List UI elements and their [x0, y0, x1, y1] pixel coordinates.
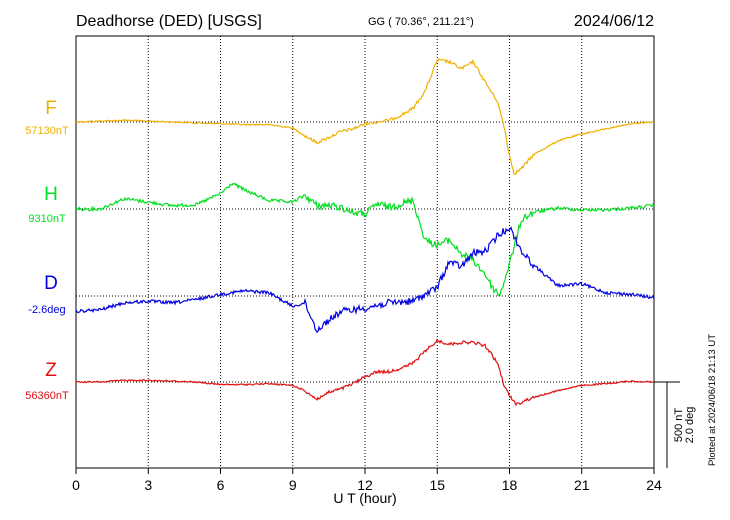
- station-coords: GG ( 70.36°, 211.21°): [368, 16, 474, 28]
- x-axis-title: U T (hour): [333, 490, 396, 506]
- channel-label-F: F: [45, 98, 57, 119]
- station-title: Deadhorse (DED) [USGS]: [76, 13, 262, 30]
- date-label: 2024/06/12: [574, 13, 654, 30]
- trace-D: [75, 225, 655, 334]
- baseline-value-D: -2.6deg: [28, 304, 65, 316]
- scale-nt-label: 500 nT: [673, 408, 685, 443]
- grid-lines: [76, 36, 654, 468]
- x-tick-label-18: 18: [502, 477, 518, 493]
- x-axis-ticks: 0 3 6 9 12 15 18 21 24: [72, 468, 662, 493]
- x-tick-label-21: 21: [574, 477, 590, 493]
- x-tick-label-12: 12: [357, 477, 373, 493]
- x-tick-label-0: 0: [72, 477, 80, 493]
- trace-H: [75, 182, 655, 297]
- trace-F: [75, 58, 655, 176]
- channel-labels: F 57130nT H 9310nT D -2.6deg Z 56360nT: [25, 98, 69, 402]
- scale-deg-label: 2.0 deg: [684, 407, 696, 444]
- channel-label-H: H: [44, 184, 58, 205]
- x-tick-label-9: 9: [289, 477, 297, 493]
- x-tick-label-24: 24: [646, 477, 662, 493]
- trace-Z: [75, 338, 654, 407]
- channel-label-Z: Z: [45, 360, 57, 381]
- x-tick-label-15: 15: [429, 477, 445, 493]
- x-tick-label-6: 6: [217, 477, 225, 493]
- channel-label-D: D: [44, 273, 58, 294]
- baseline-value-H: 9310nT: [28, 213, 66, 225]
- baseline-value-Z: 56360nT: [25, 390, 69, 402]
- baseline-value-F: 57130nT: [25, 125, 69, 137]
- trace-layer: [75, 58, 655, 407]
- x-tick-label-3: 3: [144, 477, 152, 493]
- plotted-at-note: Plotted at 2024/06/18 21:13 UT: [707, 334, 718, 466]
